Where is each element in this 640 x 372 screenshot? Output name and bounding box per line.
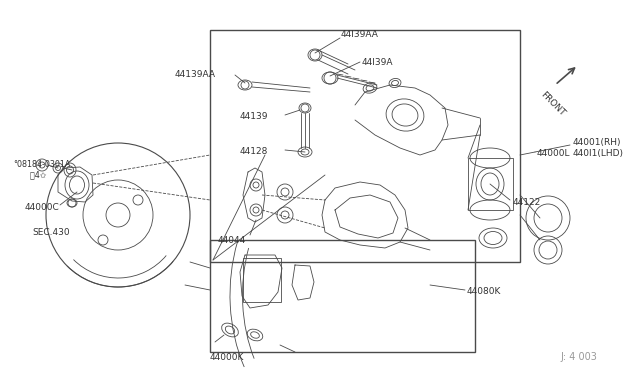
Bar [210, 240, 475, 352]
Text: FRONT: FRONT [539, 90, 566, 118]
Text: 44044: 44044 [218, 236, 246, 245]
Text: 44000C: 44000C [25, 203, 60, 212]
Text: ✨4✩: ✨4✩ [20, 170, 47, 179]
Text: 44139AA: 44139AA [175, 70, 216, 79]
Text: 44000K: 44000K [210, 353, 244, 362]
Bar [210, 30, 520, 262]
Text: 44080K: 44080K [467, 287, 501, 296]
Text: °08184-0301A: °08184-0301A [13, 160, 70, 169]
Bar [468, 158, 513, 210]
Text: 44I39A: 44I39A [362, 58, 394, 67]
Text: 44128: 44128 [240, 147, 268, 156]
Bar [243, 258, 281, 302]
Text: 44122: 44122 [513, 198, 541, 207]
Text: 44139: 44139 [240, 112, 269, 121]
Text: J: 4 003: J: 4 003 [560, 352, 597, 362]
Text: 44001(RH): 44001(RH) [573, 138, 621, 147]
Text: 44000L: 44000L [537, 149, 570, 158]
Text: 440I1(LHD): 440I1(LHD) [573, 149, 624, 158]
Text: SEC.430: SEC.430 [32, 228, 70, 237]
Text: 44I39AA: 44I39AA [341, 30, 379, 39]
